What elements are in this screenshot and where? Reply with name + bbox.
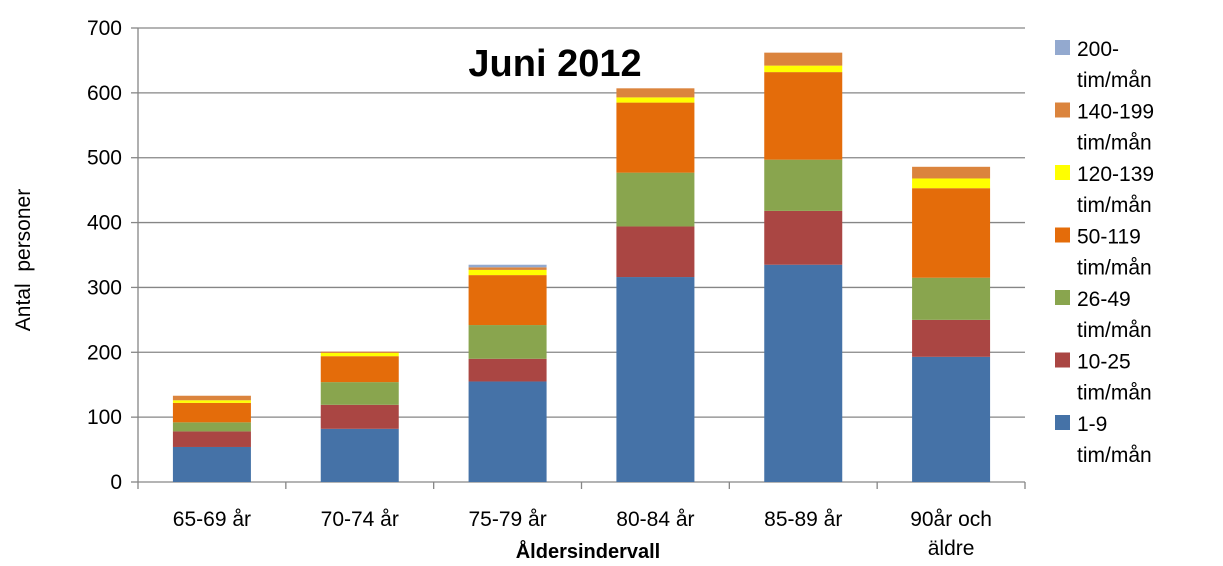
legend-label: 26-49 [1077,288,1131,311]
legend-label: tim/mån [1077,319,1152,342]
bar-segment [912,166,991,179]
bar-segment [468,264,547,268]
chart-title: Juni 2012 [468,43,641,85]
y-axis-title: Antal personer [12,189,35,331]
bar-segment [468,358,547,382]
legend-label: tim/mån [1077,69,1152,92]
y-tick-label: 200 [87,341,122,364]
bar-segment [912,178,991,189]
bar-segment [468,269,547,276]
y-tick-label: 600 [87,82,122,105]
bar-segment [912,356,991,482]
legend-label: tim/mån [1077,382,1152,405]
y-tick-label: 400 [87,212,122,235]
bar-segment [468,267,547,270]
legend-label: 200- [1077,38,1119,61]
bar-segment [468,275,547,326]
legend-label: 10-25 [1077,351,1131,374]
legend-label: tim/mån [1077,444,1152,467]
bar-segment [172,446,251,482]
bar-segment [764,72,843,160]
bar-segment [320,356,399,383]
bar-segment [320,428,399,482]
bar-segment [172,400,251,403]
bar-segment [468,381,547,482]
bar-segment [912,319,991,357]
bar-segment [172,422,251,432]
legend-swatch [1055,40,1070,55]
bar-segment [320,351,399,353]
bar-segment [616,97,695,103]
legend-label: 1-9 [1077,413,1107,436]
bar-segment [320,352,399,357]
y-tick-label: 100 [87,406,122,429]
bar-segment [764,264,843,482]
legend-label: 140-199 [1077,101,1154,124]
bar-segment [616,102,695,173]
bar-segment [320,404,399,429]
y-tick-label: 700 [87,17,122,40]
y-tick-label: 500 [87,147,122,170]
x-axis-title: Åldersindervall [516,539,661,561]
x-tick-label: 85-89 år [764,508,842,531]
y-tick-label: 300 [87,276,122,299]
legend-label: tim/mån [1077,194,1152,217]
x-tick-label: 90år och [910,508,992,531]
legend-label: tim/mån [1077,257,1152,280]
bar-segment [616,88,695,98]
legend-swatch [1055,165,1070,180]
bar-segment [468,325,547,359]
bar-segment [764,159,843,211]
bar-segment [616,172,695,227]
bar-segment [172,431,251,447]
bar-segment [764,52,843,66]
x-tick-label: äldre [928,537,975,560]
bar-segment [764,210,843,265]
bar-segment [912,188,991,278]
bar-segment [912,277,991,320]
legend-swatch [1055,415,1070,430]
legend-label: 120-139 [1077,163,1154,186]
x-tick-label: 70-74 år [321,508,399,531]
legend-swatch [1055,352,1070,368]
x-tick-label: 65-69 år [173,508,251,531]
bar-segment [172,395,251,401]
legend-label: tim/mån [1077,132,1152,155]
bar-segment [320,382,399,405]
x-tick-label: 75-79 år [468,508,546,531]
x-tick-label: 80-84 år [616,508,694,531]
bar-segment [172,402,251,423]
legend-swatch [1055,290,1070,305]
bar-segment [616,277,695,482]
y-tick-label: 0 [110,471,122,494]
legend-swatch [1055,102,1070,118]
legend-label: 50-119 [1077,226,1141,249]
bar-segment [616,226,695,278]
bar-segment [764,65,843,73]
legend-swatch [1055,227,1070,243]
